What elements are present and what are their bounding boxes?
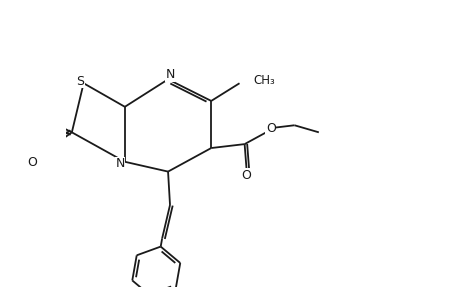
Text: N: N	[165, 68, 174, 81]
Text: O: O	[241, 169, 251, 182]
Text: S: S	[76, 75, 84, 88]
Text: O: O	[265, 122, 275, 135]
Text: CH₃: CH₃	[253, 74, 274, 87]
Text: N: N	[115, 157, 124, 170]
Text: O: O	[27, 156, 37, 169]
